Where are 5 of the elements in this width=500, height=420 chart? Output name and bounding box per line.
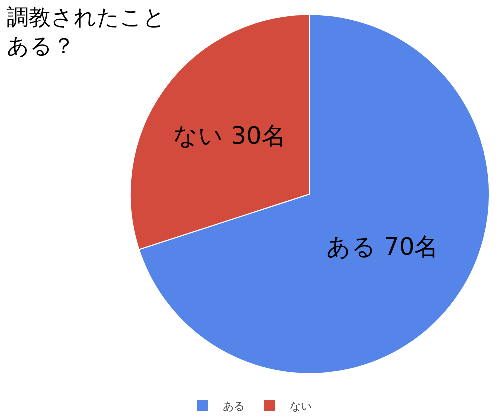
legend-label: ある	[223, 400, 245, 413]
data-label: ない 30名	[174, 122, 286, 150]
chart-title: 調教されたことある？	[7, 6, 166, 60]
data-label: ある 70名	[326, 233, 439, 262]
legend-label: ない	[290, 400, 312, 413]
